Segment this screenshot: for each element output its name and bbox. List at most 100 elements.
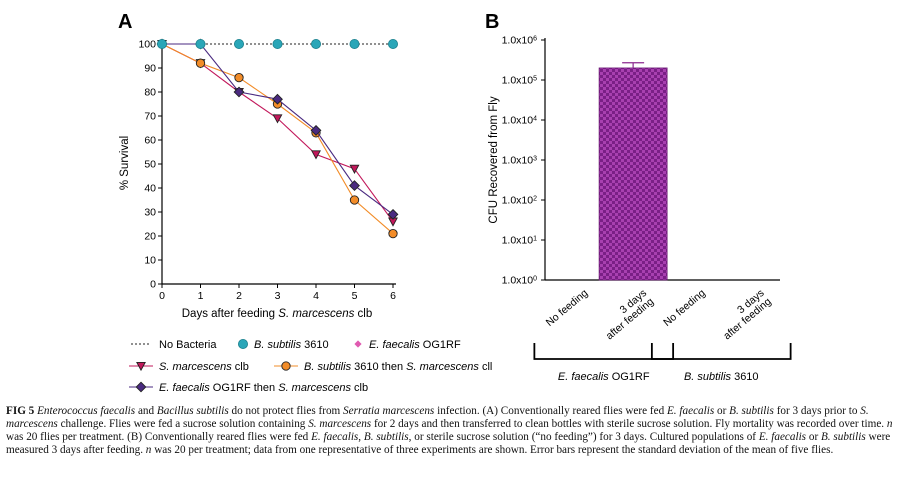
caption-text: for 3 days prior to	[773, 405, 861, 417]
legend-item-efae: E. faecalis OG1RF	[354, 339, 461, 351]
legend-text: clb	[351, 382, 368, 394]
legend-item-nobact: No Bacteria	[131, 339, 217, 351]
y-tick-label: 80	[144, 87, 156, 99]
caption-italic-text: Bacillus subtilis	[156, 405, 229, 417]
caption-text: ,	[358, 431, 364, 443]
y-tick-label: 1.0x103	[502, 155, 538, 167]
y-tick-base: 1.0x10	[502, 115, 534, 127]
legend-text: OG1RF	[420, 339, 461, 351]
bar	[598, 67, 668, 281]
point-bsub_sm	[234, 72, 244, 83]
caption-text: infection. (A) Conventionally reared fli…	[434, 405, 667, 417]
y-tick-label: 10	[144, 255, 156, 267]
legend-item-bsub_sm: B. subtilis 3610 then S. marcescens cll	[274, 361, 492, 373]
caption-italic-text: n	[145, 444, 152, 456]
caption-text: or	[806, 431, 821, 443]
y-tick-label: 40	[144, 183, 156, 195]
caption-text: were measured 3 days after feeding.	[6, 431, 891, 456]
category-label: No feeding	[661, 287, 708, 329]
y-tick-exp: 1	[533, 235, 537, 242]
panel-a-letter: A	[118, 11, 132, 33]
group-label-text: 3610	[731, 371, 759, 383]
x-tick-label: 3	[275, 290, 281, 302]
point-bsub	[349, 39, 360, 50]
group-label: B. subtilis 3610	[684, 371, 759, 383]
y-tick-base: 1.0x10	[502, 35, 534, 47]
y-tick-label: 1.0x102	[502, 195, 538, 207]
series-line-efae_sm	[162, 43, 394, 215]
legend-label: E. faecalis OG1RF	[369, 339, 461, 351]
y-tick-label: 20	[144, 231, 156, 243]
panel-a-series	[156, 38, 399, 239]
point-bsub_sm	[349, 195, 360, 205]
point-efae_sm	[233, 86, 245, 98]
panel-b-group-brackets: E. faecalis OG1RF B. subtilis 3610	[533, 343, 792, 383]
point-efae_sm	[272, 93, 283, 105]
legend-label: B. subtilis 3610 then S. marcescens cll	[304, 361, 492, 373]
x-tick-label: 5	[352, 290, 358, 302]
x-tick-label: 2	[236, 290, 242, 302]
x-tick-label: 6	[390, 290, 396, 302]
legend-text-italic: B. subtilis	[254, 339, 302, 351]
caption-italic-text: Serratia marcescens	[343, 405, 435, 417]
panel-a-xlabel: Days after feeding S. marcescens clb	[182, 308, 373, 320]
legend-swatch	[237, 338, 248, 349]
legend-label: No Bacteria	[159, 339, 217, 351]
panel-b-ylabel: CFU Recovered from Fly	[488, 96, 500, 223]
group-bracket: B. subtilis 3610	[650, 343, 792, 383]
panel-b-axes: 1.0x1001.0x1011.0x1021.0x1031.0x1041.0x1…	[502, 35, 780, 287]
caption-italic-text: S. marcescens	[308, 418, 372, 430]
legend-item-bsub: B. subtilis 3610	[237, 338, 329, 351]
panel-b-category-labels: No feeding 3 daysafter feeding No feeding 3…	[544, 287, 774, 342]
caption-text: for 2 days and then transferred to clean…	[371, 418, 887, 430]
group-bracket: E. faecalis OG1RF	[533, 343, 675, 383]
legend-text-italic: E. faecalis	[369, 339, 420, 351]
figure-caption: FIG 5 Enterococcus faecalis and Bacillus…	[6, 405, 894, 457]
series-line-bsub_sm	[161, 43, 394, 235]
y-tick-exp: 5	[533, 75, 537, 82]
legend-swatch	[136, 361, 146, 372]
legend-text: 3610	[301, 339, 329, 351]
legend-label: S. marcescens clb	[159, 361, 249, 373]
legend-text: clb	[232, 361, 249, 373]
panel-b-bars	[598, 62, 668, 281]
y-tick-label: 1.0x106	[502, 35, 538, 47]
point-bsub	[387, 39, 398, 50]
y-tick-base: 1.0x10	[502, 275, 534, 287]
bracket-line	[533, 343, 675, 360]
x-tick-label: 1	[198, 290, 204, 302]
y-tick-base: 1.0x10	[502, 235, 534, 247]
point-bsub_sm	[388, 228, 398, 239]
category-label: 3 daysafter feeding	[714, 287, 774, 342]
legend-text-italic: S. marcescens	[278, 382, 351, 394]
caption-text: challenge. Flies were fed a sucrose solu…	[57, 418, 309, 430]
point-bsub	[156, 39, 167, 50]
legend-label: E. faecalis OG1RF then S. marcescens clb	[159, 382, 368, 394]
caption-italic-text: n	[886, 418, 893, 430]
caption-italic-text: E. faecalis	[758, 431, 807, 443]
caption-italic-text: B. subtilis	[729, 405, 774, 417]
point-bsub	[272, 39, 283, 50]
y-tick-exp: 4	[533, 115, 537, 122]
caption-text: and	[135, 405, 157, 417]
point-efae_sm	[387, 208, 399, 220]
category-label: No feeding	[544, 287, 591, 329]
legend-text: 3610 then	[351, 361, 406, 373]
y-tick-base: 1.0x10	[502, 155, 534, 167]
x-tick-label: 0	[159, 290, 165, 302]
legend-label: B. subtilis 3610	[254, 339, 329, 351]
y-tick-exp: 0	[533, 275, 537, 282]
caption-italic-text: Enterococcus faecalis	[37, 405, 136, 417]
y-tick-label: 30	[144, 207, 156, 219]
point-smar	[272, 114, 283, 124]
y-tick-label: 100	[138, 39, 156, 51]
caption-italic-text: S. marcescens	[6, 405, 869, 430]
y-tick-exp: 6	[533, 35, 537, 42]
legend-text: No Bacteria	[159, 339, 217, 351]
y-tick-label: 1.0x104	[502, 115, 538, 127]
point-smar	[349, 164, 360, 174]
group-label-text: OG1RF	[609, 371, 650, 383]
category-label: 3 daysafter feeding	[597, 287, 657, 342]
y-tick-label: 0	[150, 279, 156, 291]
